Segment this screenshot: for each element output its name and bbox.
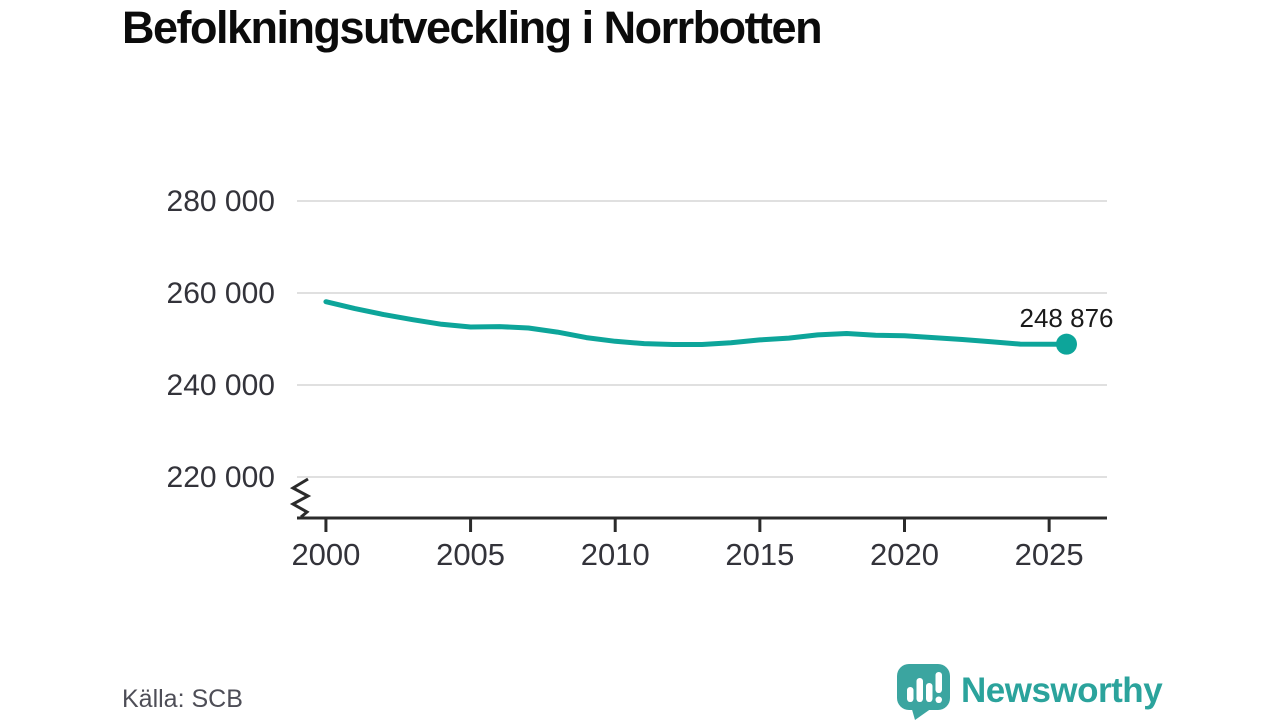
y-tick-label: 240 000: [167, 369, 275, 402]
x-tick-label: 2000: [291, 537, 360, 572]
x-tick-label: 2025: [1015, 537, 1084, 572]
latest-point-marker: [1056, 333, 1077, 355]
y-tick-label: 260 000: [167, 277, 275, 310]
newsworthy-logo-text: Newsworthy: [961, 670, 1163, 710]
x-tick-label: 2010: [581, 537, 650, 572]
x-tick-label: 2005: [436, 537, 505, 572]
x-tick-label: 2020: [870, 537, 939, 572]
newsworthy-logo-icon: [897, 664, 950, 720]
chart-title: Befolkningsutveckling i Norrbotten: [122, 2, 823, 53]
population-line: [323, 299, 1069, 347]
x-tick-label: 2015: [725, 537, 794, 572]
latest-value-label: 248 876: [1020, 303, 1114, 333]
source-label: Källa: SCB: [122, 685, 243, 713]
y-tick-label: 280 000: [167, 185, 275, 218]
newsworthy-logo: Newsworthy: [896, 663, 1163, 720]
y-tick-label: 220 000: [167, 461, 275, 494]
axis-break-zigzag: [289, 477, 312, 519]
